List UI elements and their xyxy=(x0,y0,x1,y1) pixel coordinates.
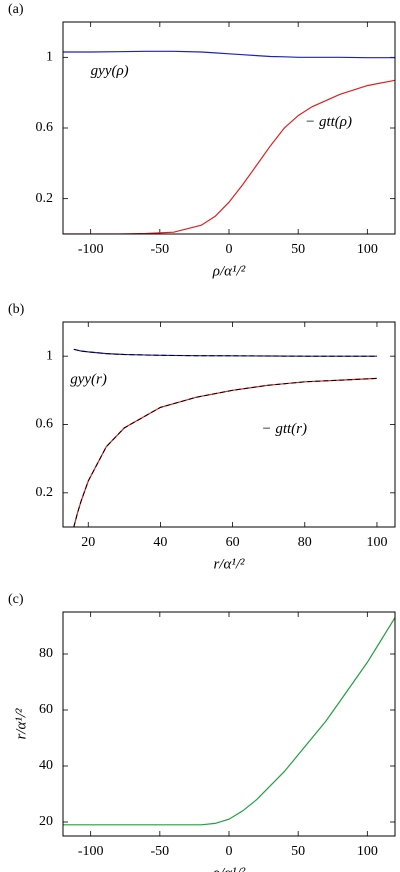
y-tick-label: 1 xyxy=(46,50,53,65)
x-tick-label: -50 xyxy=(150,242,169,257)
x-tick-label: -100 xyxy=(78,844,104,859)
panel-label: (b) xyxy=(8,302,25,317)
x-tick-label: 80 xyxy=(298,535,312,550)
x-axis-label: ρ/α¹/² xyxy=(212,865,246,872)
y-tick-label: 80 xyxy=(39,646,53,661)
x-tick-label: 50 xyxy=(291,242,305,257)
x-axis-label: r/α¹/² xyxy=(213,556,245,572)
y-tick-label: 60 xyxy=(39,702,53,717)
y-tick-label: 0.6 xyxy=(36,120,54,135)
series-line xyxy=(63,617,395,826)
x-axis-label: ρ/α¹/² xyxy=(212,263,246,279)
x-tick-label: 20 xyxy=(81,535,95,550)
series-line xyxy=(63,50,395,59)
x-tick-label: 0 xyxy=(226,844,233,859)
x-tick-label: 0 xyxy=(226,242,233,257)
series-line xyxy=(73,377,378,527)
plot-frame xyxy=(62,321,396,528)
curve-label: − gtt(r) xyxy=(261,421,307,437)
y-tick-label: 0.2 xyxy=(36,485,54,500)
curve-label: gyy(r) xyxy=(70,372,107,388)
x-tick-label: 50 xyxy=(291,844,305,859)
y-tick-label: 0.2 xyxy=(36,191,54,206)
series-line xyxy=(63,79,395,234)
x-tick-label: 100 xyxy=(357,844,378,859)
series-line xyxy=(73,348,377,357)
plot-frame xyxy=(62,21,396,235)
y-tick-label: 1 xyxy=(46,348,53,363)
plot-frame xyxy=(62,611,396,837)
series-line xyxy=(73,377,378,527)
x-tick-label: -100 xyxy=(78,242,104,257)
panel-label: (a) xyxy=(8,2,24,17)
x-tick-label: 100 xyxy=(357,242,378,257)
x-tick-label: -50 xyxy=(150,844,169,859)
x-tick-label: 60 xyxy=(226,535,240,550)
y-tick-label: 20 xyxy=(39,814,53,829)
y-axis-label: r/α¹/² xyxy=(13,708,29,740)
series-line xyxy=(73,348,377,357)
x-tick-label: 100 xyxy=(366,535,387,550)
panel-label: (c) xyxy=(8,592,24,607)
x-tick-label: 40 xyxy=(153,535,167,550)
y-tick-label: 40 xyxy=(39,758,53,773)
curve-label: − gtt(ρ) xyxy=(305,114,352,130)
curve-label: gyy(ρ) xyxy=(91,63,129,79)
y-tick-label: 0.6 xyxy=(36,417,54,432)
